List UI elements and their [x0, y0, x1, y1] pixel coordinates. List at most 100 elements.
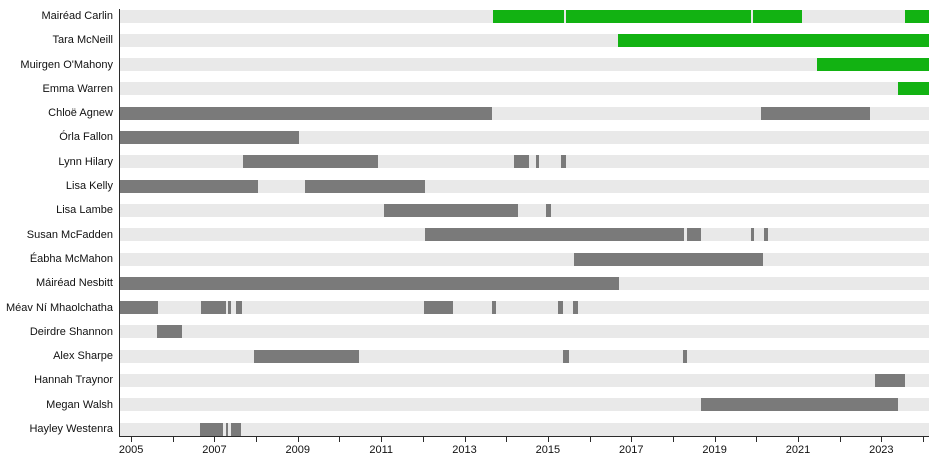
tenure-segment	[120, 179, 258, 193]
tenure-segment	[558, 301, 563, 315]
axis-tick	[506, 437, 508, 442]
tenure-segment	[230, 422, 241, 436]
axis-tick-label: 2013	[452, 444, 477, 456]
axis-tick	[672, 437, 674, 442]
timeline-track	[120, 276, 929, 290]
axis-tick-label: 2023	[869, 444, 894, 456]
x-axis: 2005 2007 2009 2011 2013 2015 2017 2019 2021 2023	[119, 437, 928, 467]
timeline-plot-area	[119, 9, 929, 437]
tenure-segment	[535, 155, 539, 169]
timeline-track	[120, 131, 929, 144]
axis-tick-label: 2007	[202, 444, 227, 456]
axis-tick	[797, 437, 799, 442]
axis-tick	[589, 437, 591, 442]
member-label: Chloë Agnew	[48, 107, 113, 120]
axis-tick	[756, 437, 758, 442]
tenure-segment	[898, 82, 929, 96]
tenure-segment	[425, 228, 684, 242]
timeline-track	[120, 252, 929, 266]
tenure-segment	[493, 9, 565, 23]
member-label-column: Mairéad Carlin Tara McNeill Muirgen O'Maho…	[0, 9, 113, 436]
tenure-segment	[687, 228, 701, 242]
axis-tick-label: 2009	[285, 444, 311, 456]
axis-tick-label: 2017	[618, 444, 644, 456]
member-label: Emma Warren	[42, 82, 114, 95]
tenure-segment	[492, 301, 496, 315]
axis-tick-label: 2005	[118, 444, 144, 456]
tenure-segment	[563, 349, 570, 363]
axis-tick	[172, 437, 174, 442]
axis-tick	[381, 437, 383, 442]
member-label: Lisa Kelly	[65, 180, 113, 193]
tenure-segment	[227, 301, 232, 315]
member-label: Susan McFadden	[26, 228, 113, 241]
timeline-track	[120, 301, 929, 315]
tenure-segment	[242, 155, 378, 169]
tenure-segment	[514, 155, 530, 169]
timeline-track	[120, 422, 929, 436]
timeline-track	[120, 33, 929, 47]
tenure-segment	[120, 106, 493, 120]
tenure-segment	[200, 422, 223, 436]
axis-tick	[339, 437, 341, 442]
axis-tick	[839, 437, 841, 442]
tenure-segment	[701, 398, 899, 412]
axis-tick-label: 2011	[369, 444, 393, 456]
member-label: Deirdre Shannon	[29, 325, 113, 338]
timeline-track	[120, 203, 929, 217]
tenure-segment	[120, 276, 619, 290]
tenure-segment	[225, 422, 229, 436]
member-label: Méav Ní Mhaolchatha	[6, 301, 113, 314]
member-label: Alex Sharpe	[53, 350, 113, 363]
tenure-segment	[120, 131, 300, 144]
axis-tick	[422, 437, 424, 442]
timeline-track	[120, 228, 929, 242]
member-label: Hayley Westenra	[29, 423, 113, 436]
member-label: Tara McNeill	[52, 34, 113, 47]
axis-tick-label: 2021	[785, 444, 811, 456]
timeline-track	[120, 349, 929, 363]
timeline-track	[120, 106, 929, 120]
axis-tick	[297, 437, 299, 442]
axis-tick	[131, 437, 133, 442]
axis-tick	[714, 437, 716, 442]
tenure-segment	[817, 58, 929, 72]
axis-tick-label: 2015	[535, 444, 561, 456]
tenure-segment	[560, 155, 566, 169]
timeline-track	[120, 82, 929, 96]
tenure-segment	[200, 301, 226, 315]
axis-tick	[464, 437, 466, 442]
timeline-track	[120, 58, 929, 72]
axis-tick	[547, 437, 549, 442]
tenure-segment	[254, 349, 359, 363]
member-label: Muirgen O'Mahony	[20, 58, 113, 71]
axis-tick	[256, 437, 258, 442]
member-label: Máiréad Nesbitt	[35, 277, 113, 290]
member-label: Órla Fallon	[59, 131, 113, 144]
tenure-segment	[905, 9, 929, 23]
tenure-segment	[751, 228, 754, 242]
tenure-segment	[305, 179, 426, 193]
tenure-segment	[545, 203, 551, 217]
tenure-segment	[683, 349, 687, 363]
tenure-segment	[384, 203, 519, 217]
tenure-segment	[157, 325, 183, 339]
timeline-track	[120, 398, 929, 412]
member-label: Éabha McMahon	[29, 252, 113, 265]
member-label: Lisa Lambe	[56, 204, 113, 217]
axis-tick	[631, 437, 633, 442]
tenure-segment	[565, 9, 752, 23]
member-label: Megan Walsh	[46, 398, 113, 411]
tenure-segment	[573, 301, 578, 315]
timeline-track	[120, 325, 929, 339]
tenure-segment	[573, 252, 764, 266]
tenure-segment	[120, 301, 158, 315]
timeline-track	[120, 179, 929, 193]
member-label: Lynn Hilary	[58, 155, 113, 168]
tenure-segment	[424, 301, 453, 315]
axis-tick	[923, 437, 924, 442]
timeline-track	[120, 374, 929, 387]
axis-tick-label: 2019	[702, 444, 727, 456]
tenure-segment	[618, 33, 929, 47]
